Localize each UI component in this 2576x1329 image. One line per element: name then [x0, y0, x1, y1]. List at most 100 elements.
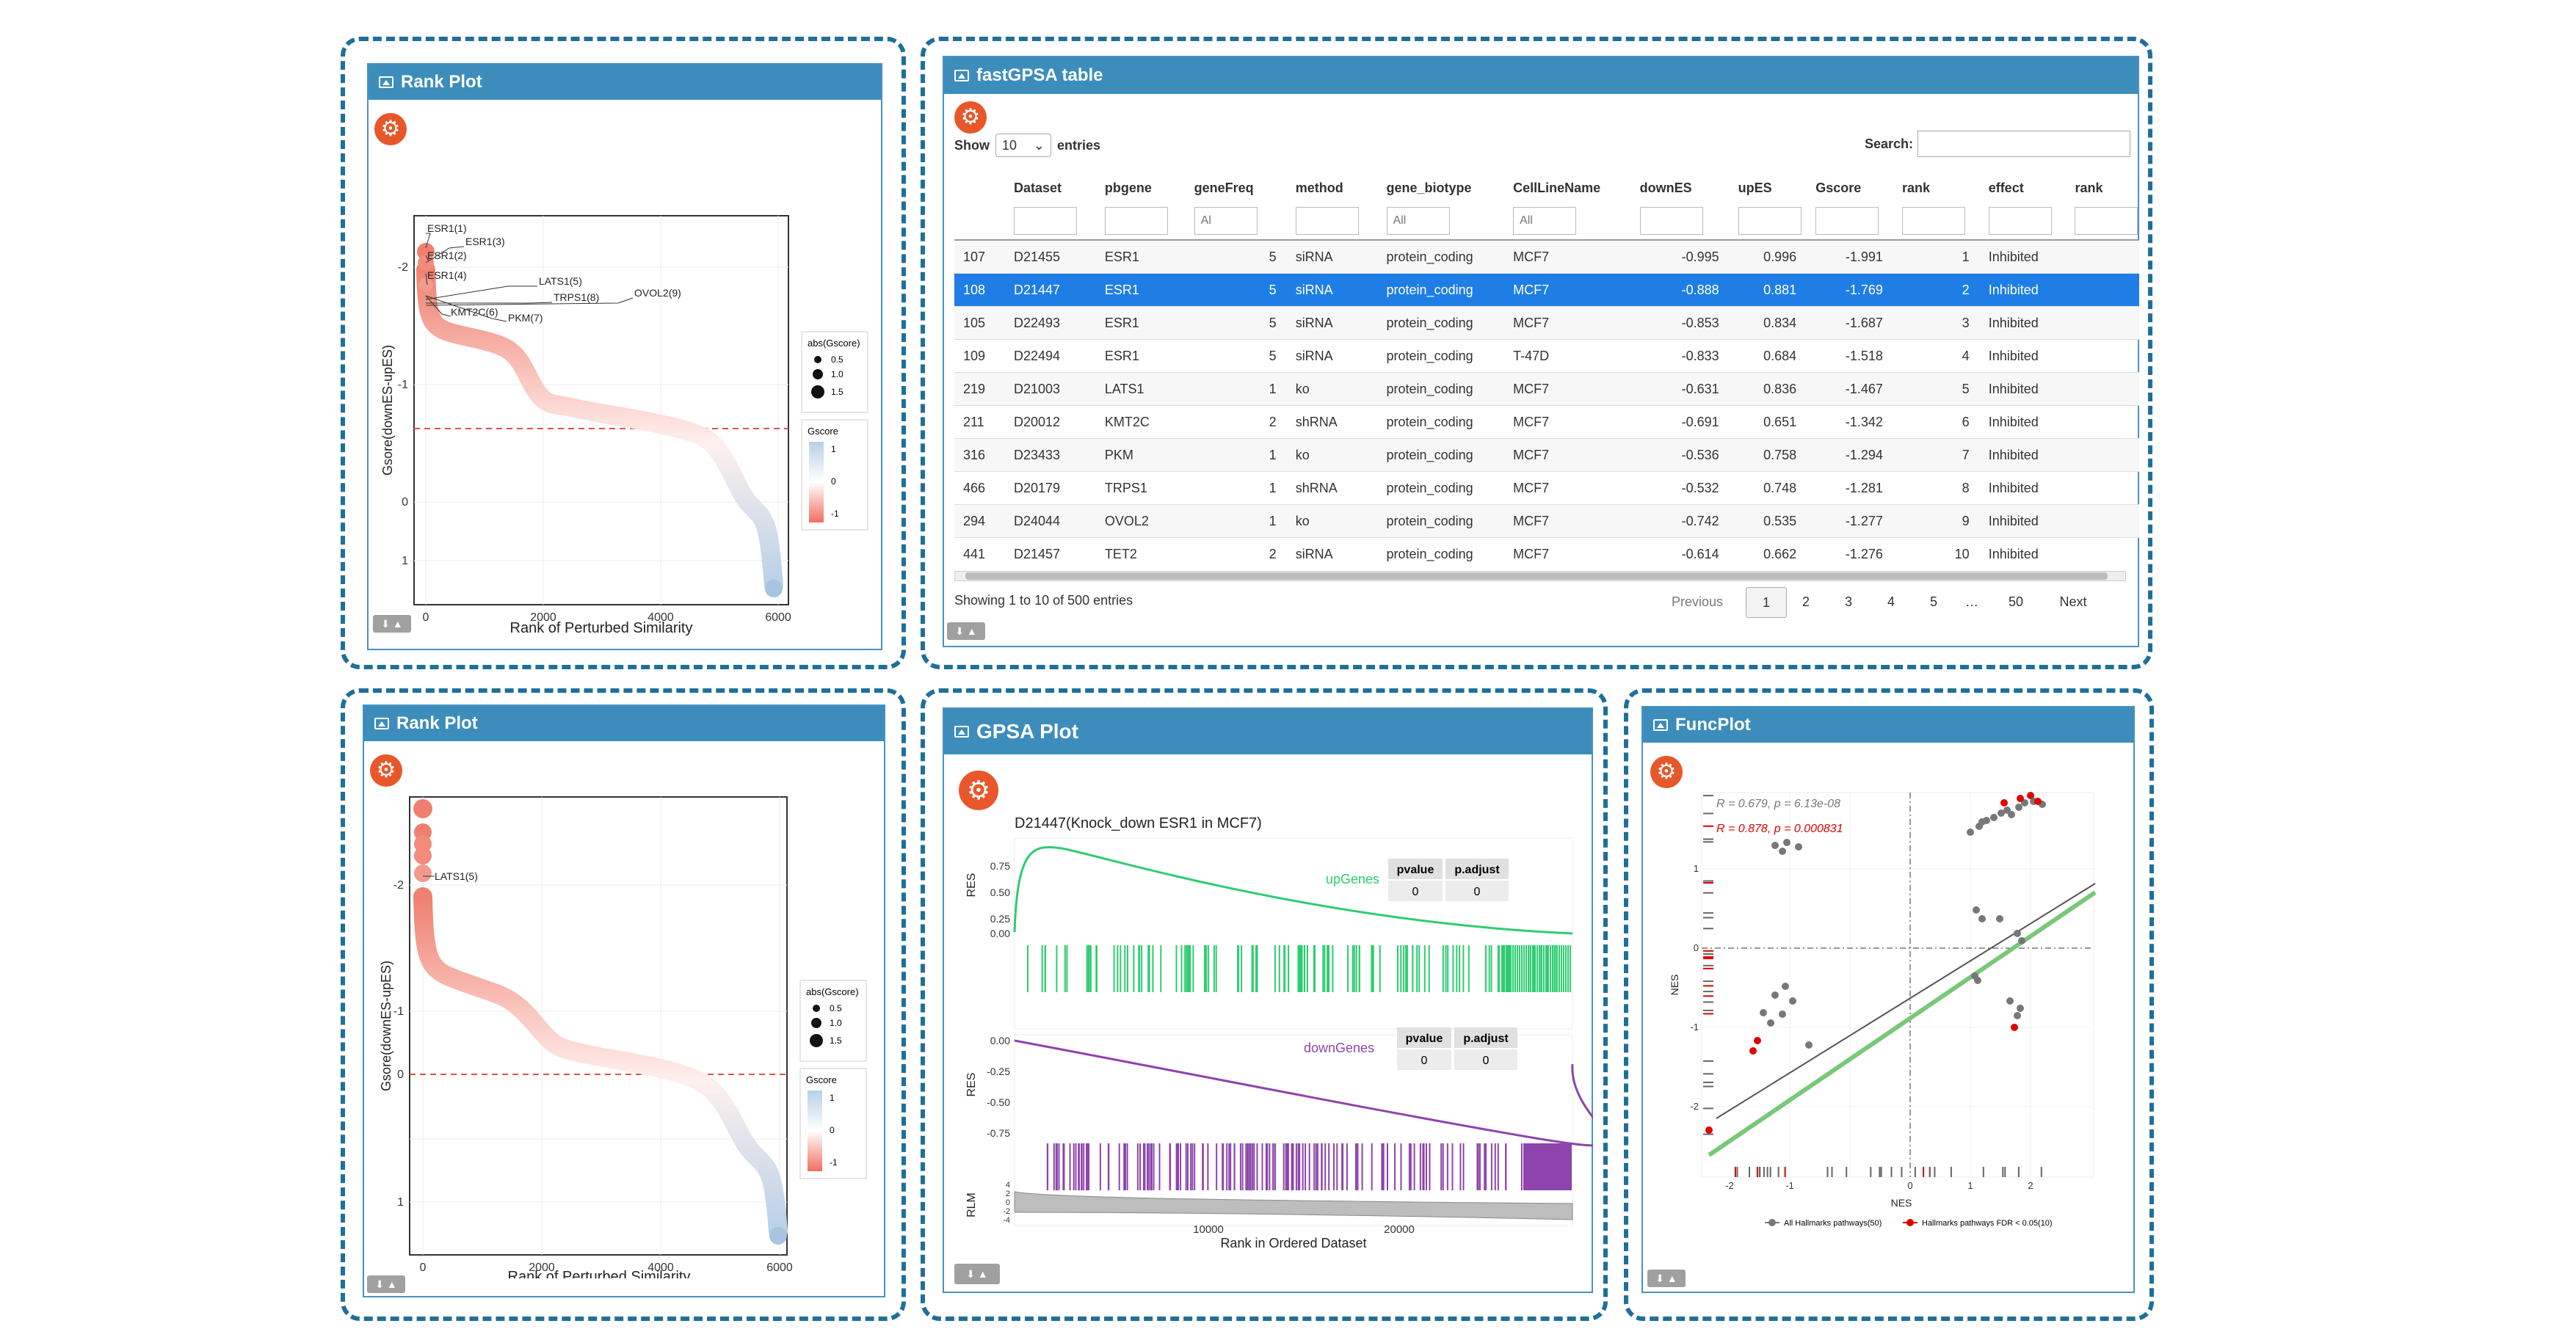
table-cell: ko: [1286, 438, 1378, 472]
table-cell: -1.687: [1807, 306, 1893, 340]
table-cell: 0.684: [1729, 339, 1807, 373]
column-header[interactable]: gene_biotype: [1386, 180, 1472, 195]
download-button[interactable]: ⬇ ▲: [367, 1275, 405, 1293]
column-filter-input[interactable]: [1513, 207, 1577, 235]
table-row[interactable]: 219 D21003 LATS1 1 ko protein_coding MCF7 -0.63…: [954, 372, 2139, 406]
column-filter-input[interactable]: [1014, 207, 1078, 235]
next-button[interactable]: Next: [2059, 594, 2087, 609]
page-button[interactable]: 4: [1887, 594, 1895, 609]
page-button[interactable]: 50: [2008, 594, 2024, 609]
table-row[interactable]: 466 D20179 TRPS1 1 shRNA protein_coding MCF7 -0…: [954, 471, 2139, 505]
pathway-point: [1990, 814, 1998, 821]
settings-gear-icon[interactable]: ⚙: [1650, 756, 1683, 788]
column-header[interactable]: rank: [2075, 180, 2103, 195]
column-header[interactable]: CellLineName: [1513, 180, 1601, 195]
legend-size-title: abs(Gscore): [806, 986, 859, 997]
column-header[interactable]: downES: [1639, 180, 1692, 195]
column-header[interactable]: geneFreq: [1194, 180, 1254, 195]
filter-cell: [1893, 203, 1980, 241]
data-table: Dataset pbgene geneFreq method gene_biotype C…: [954, 173, 2139, 570]
func-plot-frame: [1624, 688, 2154, 1321]
table-cell: [2066, 438, 2139, 472]
table-cell: 108: [954, 273, 1006, 307]
column-filter-input[interactable]: [1738, 207, 1802, 235]
table-cell: D21455: [1005, 239, 1096, 274]
y-tick-label: 0.00: [990, 1035, 1010, 1046]
page-button[interactable]: 2: [1802, 594, 1810, 609]
table-cell: MCF7: [1504, 471, 1631, 505]
column-filter-input[interactable]: [1988, 207, 2052, 235]
table-row[interactable]: 294 D24044 OVOL2 1 ko protein_coding MCF7 -0.74…: [954, 504, 2139, 538]
column-filter-input[interactable]: [1194, 207, 1258, 235]
hallmark-point: [1749, 1047, 1757, 1055]
download-button[interactable]: ⬇ ▲: [954, 1264, 1000, 1284]
table-cell: siRNA: [1286, 239, 1378, 274]
stat-hallmark: R = 0.878, p = 0.000831: [1716, 823, 1843, 835]
column-header[interactable]: method: [1295, 180, 1343, 195]
legend-color-0: 0: [831, 476, 836, 487]
table-row[interactable]: 316 D23433 PKM 1 ko protein_coding MCF7 -0.536 0…: [954, 438, 2139, 472]
gpsa-plot-title: GPSA Plot: [976, 720, 1078, 743]
table-row[interactable]: 109 D22494 ESR1 5 siRNA protein_coding T-47D -0…: [954, 339, 2139, 373]
table-row[interactable]: 107 D21455 ESR1 5 siRNA protein_coding MCF7 -0.…: [954, 239, 2139, 274]
column-filter-input[interactable]: [1901, 207, 1965, 235]
x-tick-label: 2000: [529, 1261, 555, 1274]
table-cell: -0.995: [1630, 239, 1730, 274]
rank-plot-1-x-label: Rank of Perturbed Similarity: [510, 620, 693, 636]
column-header[interactable]: Gscore: [1815, 180, 1862, 195]
entries-select[interactable]: 10 ⌄: [995, 134, 1051, 157]
table-cell: TET2: [1095, 537, 1186, 570]
scrollbar-thumb[interactable]: [965, 572, 2108, 580]
download-button[interactable]: ⬇ ▲: [947, 622, 985, 640]
page-button[interactable]: 3: [1844, 594, 1852, 609]
column-filter-input[interactable]: [1295, 207, 1359, 235]
column-header[interactable]: upES: [1738, 180, 1772, 195]
column-filter-input[interactable]: [1386, 207, 1450, 235]
column-header[interactable]: Dataset: [1014, 180, 1062, 195]
table-cell: [2066, 339, 2139, 373]
search-input[interactable]: [1918, 131, 2131, 157]
settings-gear-icon[interactable]: ⚙: [370, 754, 402, 787]
pathway-point: [1771, 991, 1779, 999]
settings-gear-icon[interactable]: ⚙: [959, 771, 998, 810]
column-header[interactable]: [954, 173, 1005, 203]
table-row[interactable]: 441 D21457 TET2 2 siRNA protein_coding MCF7 -0.…: [954, 537, 2139, 570]
column-filter-input[interactable]: [1815, 207, 1879, 235]
column-header[interactable]: pbgene: [1104, 180, 1152, 195]
settings-gear-icon[interactable]: ⚙: [374, 113, 407, 145]
pathway-point: [2006, 997, 2014, 1005]
download-button[interactable]: ⬇ ▲: [1647, 1270, 1686, 1287]
column-header[interactable]: effect: [1988, 180, 2024, 195]
legend-size-1-5: 1.5: [831, 387, 843, 397]
pathway-point: [2014, 930, 2021, 937]
table-cell: D23433: [1005, 438, 1096, 472]
page-button[interactable]: 1: [1746, 587, 1787, 618]
table-cell: MCF7: [1504, 273, 1631, 307]
horizontal-scrollbar[interactable]: [954, 571, 2126, 581]
table-cell: [2066, 405, 2139, 439]
y-tick-label: 0.75: [990, 860, 1010, 872]
download-button[interactable]: ⬇ ▲: [373, 615, 411, 633]
stat-all: R = 0.679, p = 6.13e-08: [1716, 798, 1840, 810]
column-filter-input[interactable]: [1639, 207, 1703, 235]
table-row[interactable]: 211 D20012 KMT2C 2 shRNA protein_coding MCF7 -0…: [954, 405, 2139, 439]
column-header[interactable]: rank: [1901, 180, 1930, 195]
settings-gear-icon[interactable]: ⚙: [954, 101, 987, 134]
table-cell: Inhibited: [1979, 372, 2067, 406]
legend-size-title: abs(Gscore): [808, 338, 860, 349]
table-cell: 441: [954, 537, 1006, 570]
table-cell: LATS1: [1095, 372, 1186, 406]
func-x-label: NES: [1891, 1197, 1912, 1209]
table-row[interactable]: 108 D21447 ESR1 5 siRNA protein_coding MCF7 -0.…: [954, 273, 2139, 307]
previous-button[interactable]: Previous: [1671, 594, 1724, 609]
column-filter-input[interactable]: [1104, 207, 1168, 235]
image-icon: [379, 76, 393, 88]
color-bar: [808, 1090, 822, 1171]
y-tick-label: 1: [1694, 863, 1699, 874]
hallmark-point: [2011, 1024, 2018, 1031]
column-filter-input[interactable]: [2075, 207, 2138, 235]
pathway-point: [1760, 1009, 1767, 1016]
table-cell: MCF7: [1504, 372, 1631, 406]
page-button[interactable]: 5: [1929, 594, 1937, 609]
table-row[interactable]: 105 D22493 ESR1 5 siRNA protein_coding MCF7 -0.…: [954, 306, 2139, 340]
